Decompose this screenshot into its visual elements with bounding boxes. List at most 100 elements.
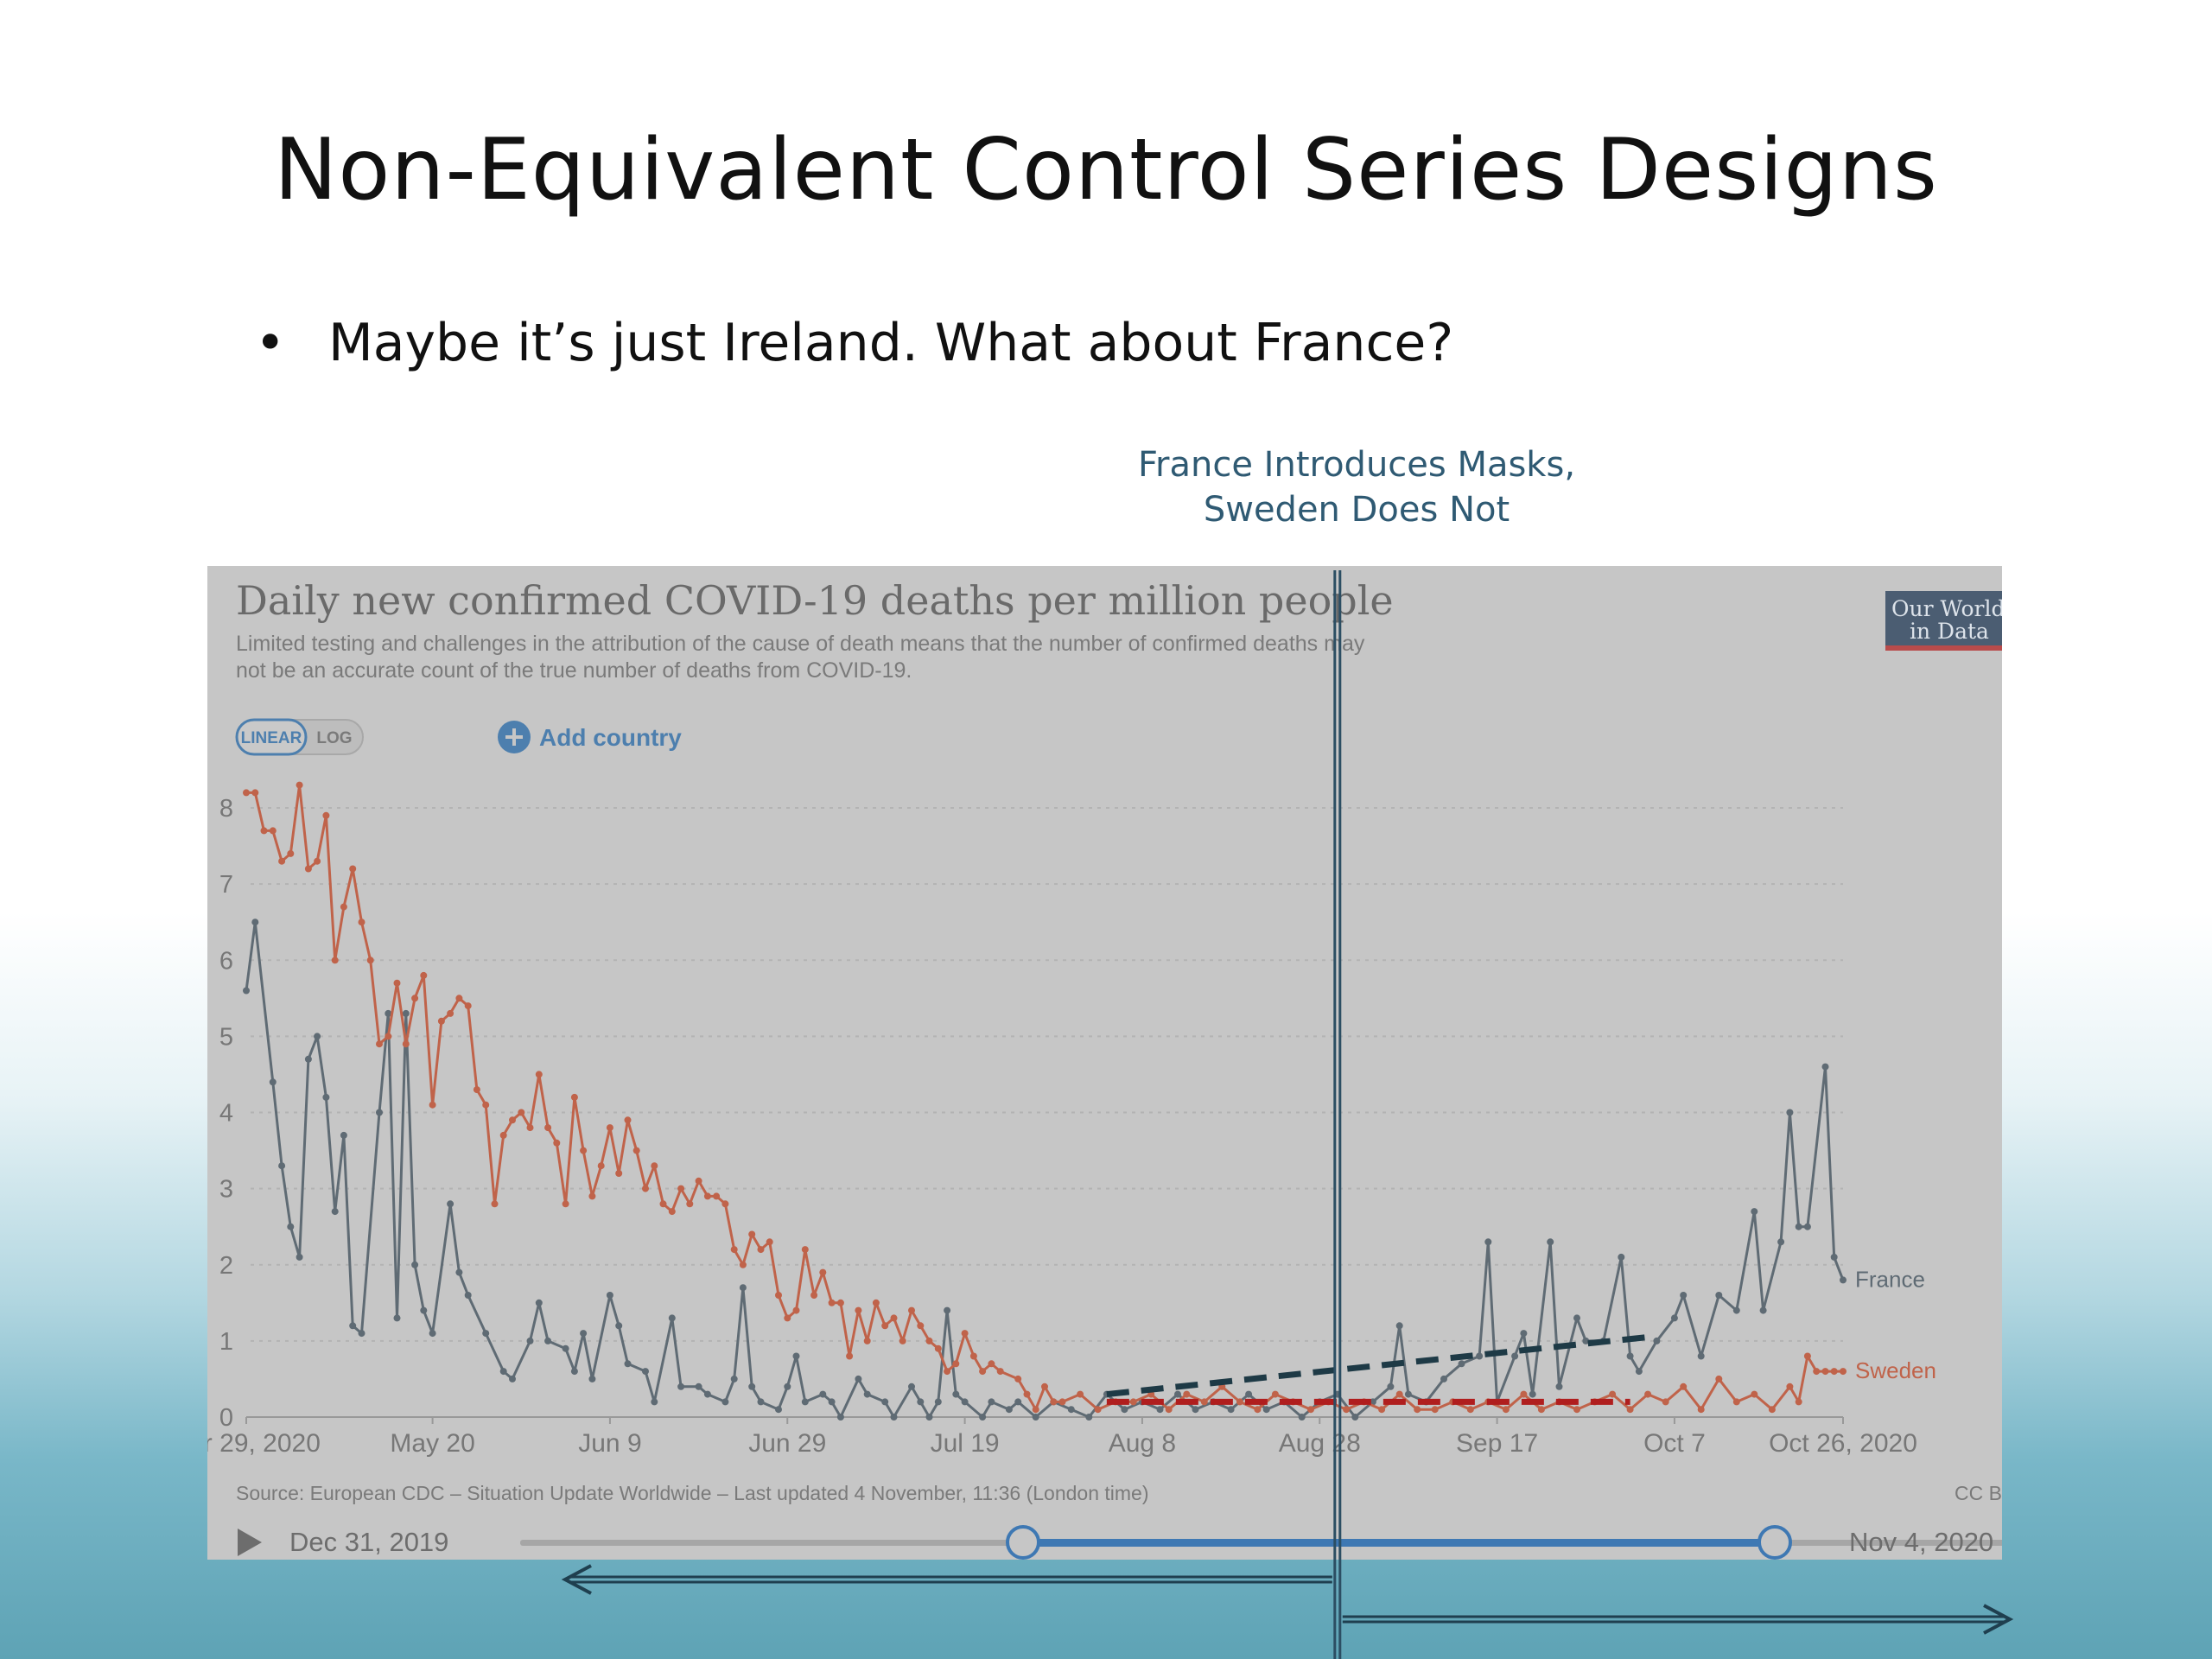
france-trend-line xyxy=(1106,1333,1649,1398)
sweden-data-point xyxy=(535,1071,543,1078)
france-data-point xyxy=(464,1292,472,1299)
sweden-data-point xyxy=(588,1192,596,1200)
sweden-data-point xyxy=(1200,1398,1208,1406)
sweden-data-point xyxy=(651,1162,658,1170)
timeline-end-label: Nov 4, 2020 xyxy=(1849,1527,1993,1557)
logo-box xyxy=(1885,591,2002,650)
france-data-point xyxy=(1387,1382,1395,1390)
log-scale-button[interactable]: LOG xyxy=(316,729,352,747)
france-data-point xyxy=(606,1292,613,1299)
france-data-point xyxy=(1005,1406,1013,1414)
owid-logo[interactable]: Our World in Data xyxy=(1885,591,2002,651)
sweden-data-point xyxy=(1094,1406,1102,1414)
france-data-point xyxy=(1440,1375,1447,1382)
france-data-point xyxy=(482,1330,490,1338)
sweden-data-point xyxy=(677,1185,685,1192)
france-data-point xyxy=(721,1398,729,1406)
sweden-data-point xyxy=(447,1009,454,1017)
sweden-data-point xyxy=(349,865,357,873)
france-data-point xyxy=(748,1382,756,1390)
france-data-point xyxy=(1351,1414,1359,1421)
france-data-point xyxy=(651,1398,658,1406)
sweden-data-point xyxy=(562,1200,569,1208)
sweden-data-point xyxy=(544,1124,552,1132)
france-series-line xyxy=(245,920,1845,1419)
france-data-point xyxy=(588,1375,596,1382)
france-data-point xyxy=(1697,1352,1705,1360)
france-data-point xyxy=(917,1398,925,1406)
annotation-line-1: France Introduces Masks, xyxy=(1137,445,1576,485)
sweden-data-point xyxy=(766,1238,773,1246)
france-data-point xyxy=(881,1398,889,1406)
play-icon[interactable] xyxy=(238,1529,262,1556)
sweden-data-point xyxy=(482,1101,490,1109)
sweden-data-point xyxy=(615,1170,623,1177)
sweden-data-point xyxy=(1573,1406,1580,1414)
sweden-data-point xyxy=(509,1116,516,1124)
x-tick-label: Aug 8 xyxy=(1109,1429,1176,1458)
sweden-data-point xyxy=(1236,1398,1243,1406)
sweden-data-point xyxy=(846,1352,854,1360)
france-data-point xyxy=(668,1314,676,1322)
france-data-point xyxy=(1395,1322,1403,1330)
sweden-data-point xyxy=(1165,1406,1173,1414)
sweden-data-point xyxy=(863,1337,871,1344)
sweden-data-point xyxy=(836,1299,844,1306)
sweden-data-point xyxy=(1023,1390,1031,1398)
x-tick-label: May 20 xyxy=(390,1429,474,1458)
france-data-point xyxy=(1626,1352,1634,1360)
france-data-point xyxy=(562,1344,569,1352)
sweden-data-point xyxy=(260,827,268,835)
france-data-point xyxy=(535,1299,543,1306)
france-series-label: France xyxy=(1855,1266,1925,1292)
sweden-series-label: Sweden xyxy=(1855,1357,1936,1383)
sweden-data-point xyxy=(518,1109,525,1116)
sweden-data-point xyxy=(855,1306,862,1314)
add-country-button[interactable]: Add country xyxy=(498,721,682,753)
france-data-point xyxy=(642,1368,649,1376)
france-data-point xyxy=(1759,1306,1767,1314)
plot-area: 0 1 2 3 4 5 6 7 8 Apr 29, 2020 May 20 Jun 9 Jun 29 Ju… xyxy=(207,781,1936,1458)
linear-scale-button[interactable]: LINEAR xyxy=(235,718,308,756)
owid-chart-screenshot: Daily new confirmed COVID-19 deaths per … xyxy=(207,566,2002,1560)
france-data-point xyxy=(828,1398,836,1406)
sweden-data-point xyxy=(996,1368,1004,1376)
france-data-point xyxy=(393,1314,401,1322)
sweden-data-point xyxy=(1077,1390,1084,1398)
sweden-data-point xyxy=(411,995,419,1002)
france-data-point xyxy=(1511,1352,1519,1360)
sweden-data-point xyxy=(739,1261,747,1268)
france-data-point xyxy=(278,1162,286,1170)
sweden-data-point xyxy=(287,849,295,857)
france-data-point xyxy=(544,1337,552,1344)
france-data-point xyxy=(1227,1406,1235,1414)
france-data-point xyxy=(784,1382,791,1390)
sweden-data-point xyxy=(455,995,463,1002)
france-data-point xyxy=(855,1375,862,1382)
france-data-point xyxy=(1653,1337,1661,1344)
france-data-point xyxy=(420,1306,428,1314)
sweden-data-point xyxy=(952,1360,960,1368)
france-data-point xyxy=(1476,1352,1484,1360)
y-tick-label: 7 xyxy=(219,871,233,899)
logo-text-line-1: Our World xyxy=(1891,596,2002,621)
timeline-start-handle[interactable] xyxy=(1006,1525,1040,1560)
france-data-point xyxy=(296,1253,303,1261)
france-data-point xyxy=(322,1093,330,1101)
france-data-point xyxy=(1555,1382,1563,1390)
france-data-point xyxy=(570,1368,578,1376)
france-data-point xyxy=(1582,1337,1590,1344)
y-tick-label: 4 xyxy=(219,1100,233,1128)
france-data-point xyxy=(757,1398,765,1406)
chart-background xyxy=(207,566,2002,1560)
x-tick-label: Oct 7 xyxy=(1643,1429,1706,1458)
chart-subtitle-line-1: Limited testing and challenges in the at… xyxy=(236,632,1365,656)
sweden-data-point xyxy=(1662,1398,1669,1406)
sweden-data-point xyxy=(881,1322,889,1330)
sweden-data-point xyxy=(1041,1382,1048,1390)
sweden-data-point xyxy=(358,918,365,926)
france-data-point xyxy=(730,1375,738,1382)
france-data-point xyxy=(385,1009,392,1017)
sweden-data-point xyxy=(988,1360,995,1368)
timeline-end-handle[interactable] xyxy=(1758,1525,1792,1560)
